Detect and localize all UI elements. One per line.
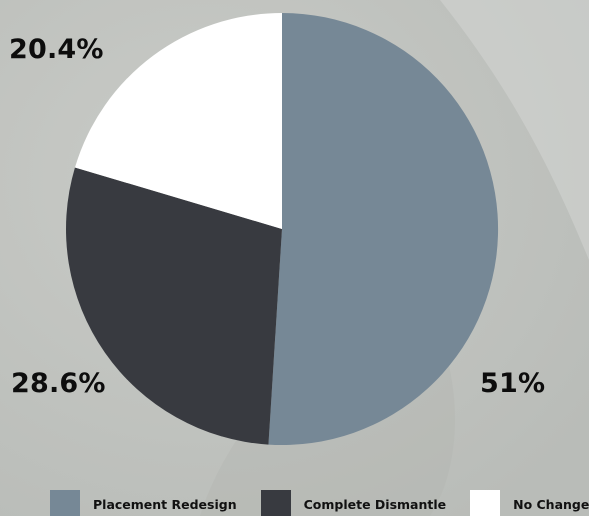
pie-slice-no-change [74,13,283,229]
pie-slice-complete-dismantle [66,167,282,445]
legend-item-complete-dismantle: Complete Dismantle [260,490,447,516]
legend-swatch [470,490,501,516]
legend-label: Complete Dismantle [303,496,447,512]
data-label-no-change: 20.4% [9,34,104,65]
legend-label: Placement Redesign [93,496,237,512]
pie-slice-placement-redesign [268,12,499,445]
data-label-complete-dismantle: 28.6% [11,368,106,399]
legend: Placement Redesign Complete Dismantle No… [50,489,589,516]
legend-item-placement-redesign: Placement Redesign [50,490,237,516]
legend-item-no-change: No Change [470,490,589,516]
legend-swatch [50,490,80,516]
legend-label: No Change [513,496,589,512]
data-label-placement-redesign: 51% [480,368,546,399]
legend-swatch [260,490,291,516]
